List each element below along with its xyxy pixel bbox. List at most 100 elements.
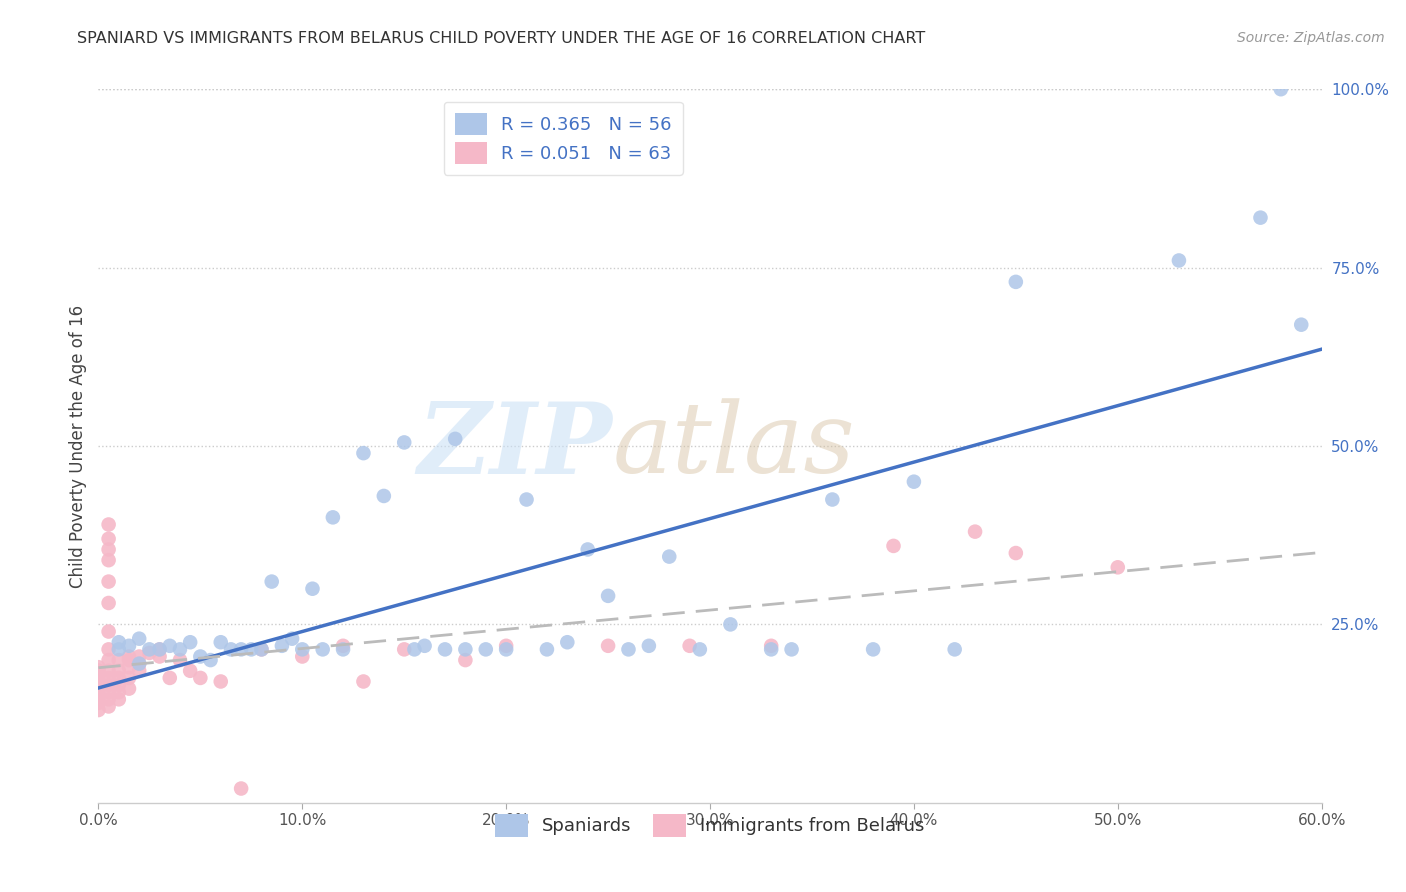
Point <box>679 639 702 653</box>
Point <box>209 674 232 689</box>
Point <box>97 699 120 714</box>
Point <box>179 664 201 678</box>
Point <box>576 542 599 557</box>
Point <box>598 639 620 653</box>
Point <box>1270 82 1292 96</box>
Point <box>373 489 395 503</box>
Point <box>87 671 110 685</box>
Point <box>97 574 120 589</box>
Text: Source: ZipAtlas.com: Source: ZipAtlas.com <box>1237 31 1385 45</box>
Point <box>1291 318 1313 332</box>
Point <box>301 582 323 596</box>
Point <box>118 681 141 696</box>
Point <box>108 692 131 706</box>
Point <box>128 649 150 664</box>
Point <box>118 671 141 685</box>
Point <box>97 596 120 610</box>
Point <box>87 678 110 692</box>
Point <box>97 642 120 657</box>
Point <box>260 574 283 589</box>
Text: SPANIARD VS IMMIGRANTS FROM BELARUS CHILD POVERTY UNDER THE AGE OF 16 CORRELATIO: SPANIARD VS IMMIGRANTS FROM BELARUS CHIL… <box>77 31 925 46</box>
Point <box>780 642 803 657</box>
Point <box>965 524 987 539</box>
Point <box>903 475 925 489</box>
Point <box>97 685 120 699</box>
Point <box>87 674 110 689</box>
Point <box>108 678 131 692</box>
Point <box>444 432 467 446</box>
Point <box>231 781 253 796</box>
Text: ZIP: ZIP <box>418 398 612 494</box>
Point <box>250 642 273 657</box>
Point <box>495 642 517 657</box>
Point <box>761 642 783 657</box>
Point <box>392 435 416 450</box>
Point <box>188 671 212 685</box>
Point <box>97 624 120 639</box>
Point <box>87 664 110 678</box>
Point <box>97 678 120 692</box>
Point <box>200 653 222 667</box>
Point <box>87 685 110 699</box>
Point <box>454 642 477 657</box>
Point <box>718 617 742 632</box>
Point <box>97 553 120 567</box>
Point <box>404 642 426 657</box>
Point <box>291 649 314 664</box>
Point <box>231 642 253 657</box>
Point <box>118 660 141 674</box>
Point <box>138 642 160 657</box>
Point <box>169 642 191 657</box>
Point <box>862 642 884 657</box>
Point <box>97 664 120 678</box>
Point <box>87 696 110 710</box>
Point <box>689 642 711 657</box>
Point <box>118 653 141 667</box>
Point <box>179 635 201 649</box>
Point <box>149 649 172 664</box>
Point <box>108 671 131 685</box>
Point <box>240 642 263 657</box>
Point <box>188 649 212 664</box>
Point <box>87 692 110 706</box>
Point <box>474 642 498 657</box>
Point <box>97 542 120 557</box>
Point <box>1249 211 1271 225</box>
Point <box>159 671 181 685</box>
Point <box>1004 546 1026 560</box>
Point <box>108 635 131 649</box>
Point <box>1167 253 1189 268</box>
Point <box>118 639 141 653</box>
Point <box>352 446 374 460</box>
Point <box>219 642 242 657</box>
Point <box>87 689 110 703</box>
Point <box>149 642 172 657</box>
Point <box>250 642 273 657</box>
Point <box>138 646 160 660</box>
Point <box>943 642 966 657</box>
Point <box>97 692 120 706</box>
Point <box>291 642 314 657</box>
Point <box>322 510 344 524</box>
Point <box>97 671 120 685</box>
Point <box>392 642 416 657</box>
Point <box>108 664 131 678</box>
Point <box>821 492 844 507</box>
Point <box>1107 560 1129 574</box>
Point <box>209 635 232 649</box>
Point <box>108 685 131 699</box>
Point <box>108 642 131 657</box>
Point <box>555 635 579 649</box>
Point <box>434 642 457 657</box>
Point <box>87 664 110 678</box>
Point <box>413 639 436 653</box>
Point <box>97 517 120 532</box>
Point <box>454 653 477 667</box>
Point <box>128 657 150 671</box>
Point <box>332 639 354 653</box>
Point <box>97 532 120 546</box>
Point <box>598 589 620 603</box>
Point <box>761 639 783 653</box>
Point <box>516 492 538 507</box>
Point <box>617 642 640 657</box>
